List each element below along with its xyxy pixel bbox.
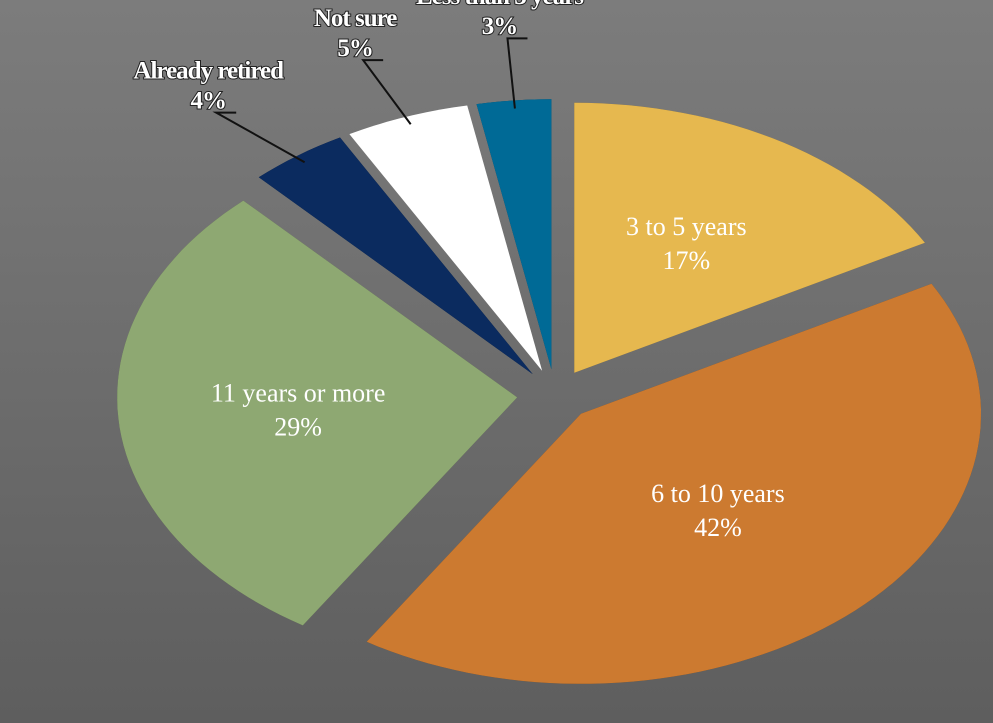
leader-line	[361, 59, 412, 125]
slice-value-label: 4%	[190, 87, 226, 114]
slice-label: 3 to 5 years	[626, 212, 747, 241]
slice	[349, 105, 543, 371]
slice	[117, 200, 518, 626]
slice-label: Less than 3 years	[416, 0, 584, 10]
slice	[476, 99, 552, 370]
slice-value-label: 5%	[337, 35, 373, 62]
slice-value-label: 42%	[694, 513, 742, 542]
slice-label: Not sure	[314, 5, 397, 32]
leader-line	[506, 37, 528, 109]
slice-label: 6 to 10 years	[651, 479, 785, 508]
slice	[366, 283, 981, 684]
slice	[574, 102, 925, 373]
slice	[258, 137, 533, 375]
slice-label: Already retired	[133, 57, 284, 84]
slice-label: 11 years or more	[211, 378, 385, 407]
slice-value-label: 3%	[482, 13, 518, 40]
leader-line	[212, 111, 306, 164]
slice-value-label: 29%	[274, 412, 322, 441]
slice-value-label: 17%	[662, 246, 710, 275]
